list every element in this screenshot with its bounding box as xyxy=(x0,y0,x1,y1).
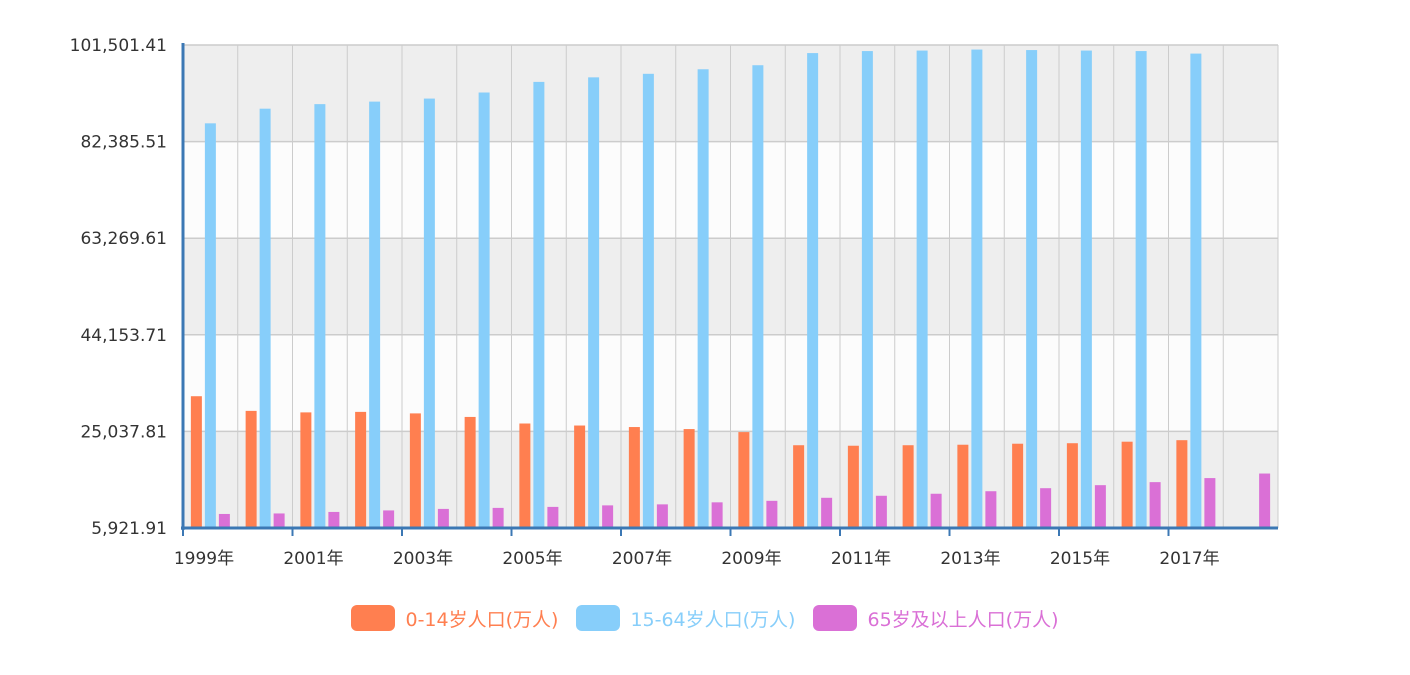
bar xyxy=(642,73,654,529)
bar xyxy=(1080,50,1092,528)
y-tick-label: 44,153.71 xyxy=(80,326,167,346)
bar xyxy=(369,101,381,528)
y-tick-label: 5,921.91 xyxy=(91,519,167,539)
bar xyxy=(204,123,216,528)
axes xyxy=(181,43,1278,536)
bar xyxy=(1204,478,1216,528)
bar xyxy=(602,505,614,528)
bar xyxy=(314,104,326,529)
bar xyxy=(916,50,928,528)
bar xyxy=(1066,443,1078,528)
bar xyxy=(807,53,819,529)
bar xyxy=(259,108,271,528)
bar xyxy=(752,65,764,528)
x-tick-label: 1999年 xyxy=(174,549,234,569)
bar xyxy=(547,506,559,528)
bar xyxy=(1012,443,1024,528)
bar xyxy=(847,445,859,528)
bar xyxy=(437,508,449,528)
bar xyxy=(711,502,723,528)
x-tick-label: 2007年 xyxy=(612,549,672,569)
bar xyxy=(1094,485,1106,528)
bar xyxy=(683,429,695,528)
bar xyxy=(409,413,421,528)
y-tick-label: 82,385.51 xyxy=(80,133,167,153)
legend-swatch-0-14 xyxy=(351,605,396,631)
bar xyxy=(519,423,531,528)
legend-label-0-14: 0-14岁人口(万人) xyxy=(405,608,559,631)
bar xyxy=(190,396,202,528)
x-tick-label: 2011年 xyxy=(831,549,891,569)
bar xyxy=(985,491,997,528)
bar xyxy=(875,495,887,528)
legend-item-15-64[interactable]: 15-64岁人口(万人) xyxy=(576,605,795,632)
x-tick-label: 2017年 xyxy=(1159,549,1219,569)
bar xyxy=(533,81,545,528)
bar xyxy=(1121,441,1133,528)
bar xyxy=(218,513,230,528)
bar xyxy=(355,411,367,528)
bar xyxy=(766,500,778,528)
bar xyxy=(957,444,969,528)
bar xyxy=(793,445,805,528)
bar xyxy=(273,513,285,528)
bar xyxy=(861,51,873,528)
y-tick-label: 63,269.61 xyxy=(80,229,167,249)
bar xyxy=(738,432,750,528)
x-tick-label: 2005年 xyxy=(502,549,562,569)
bar xyxy=(971,49,983,528)
y-tick-label: 101,501.41 xyxy=(70,36,167,56)
bar xyxy=(588,77,600,528)
legend-label-15-64: 15-64岁人口(万人) xyxy=(630,608,796,631)
x-tick-label: 2015年 xyxy=(1050,549,1110,569)
bar xyxy=(1176,440,1188,528)
bar xyxy=(574,425,586,528)
bar xyxy=(1149,482,1161,528)
x-tick-label: 2013年 xyxy=(940,549,1000,569)
bar xyxy=(1190,53,1202,529)
y-tick-label: 25,037.81 xyxy=(80,422,167,442)
legend-swatch-15-64 xyxy=(576,605,621,631)
x-tick-label: 2001年 xyxy=(283,549,343,569)
bar xyxy=(930,493,942,528)
bar xyxy=(1026,50,1038,528)
y-axis-tick-labels: 5,921.91 25,037.81 44,153.71 63,269.61 82,38… xyxy=(70,36,167,539)
bar xyxy=(1135,51,1147,528)
bar xyxy=(902,445,914,528)
bar xyxy=(697,69,709,529)
bar xyxy=(464,416,476,528)
bar xyxy=(821,497,833,528)
legend-swatch-65-plus xyxy=(813,605,858,631)
grid-lines xyxy=(183,44,1279,529)
legend-label-65-plus: 65岁及以上人口(万人) xyxy=(867,608,1059,631)
legend-item-65-plus[interactable]: 65岁及以上人口(万人) xyxy=(813,605,1059,632)
x-tick-label: 2009年 xyxy=(721,549,781,569)
x-tick-label: 2003年 xyxy=(393,549,453,569)
bar xyxy=(245,410,257,528)
bar xyxy=(1259,473,1271,528)
bars xyxy=(190,49,1271,529)
bar xyxy=(328,511,340,528)
bar xyxy=(478,92,490,528)
bar xyxy=(1040,488,1052,528)
legend: 0-14岁人口(万人) 15-64岁人口(万人) 65岁及以上人口(万人) xyxy=(0,600,1410,636)
x-axis-tick-labels: 1999年 2001年 2003年 2005年 2007年 2009年 2011年 2013年… xyxy=(174,549,1220,569)
bar xyxy=(383,510,395,528)
bar xyxy=(628,427,640,528)
legend-item-0-14[interactable]: 0-14岁人口(万人) xyxy=(351,605,558,632)
bar xyxy=(656,504,668,528)
bar xyxy=(300,412,312,528)
bar xyxy=(423,98,435,529)
bar xyxy=(492,507,504,528)
